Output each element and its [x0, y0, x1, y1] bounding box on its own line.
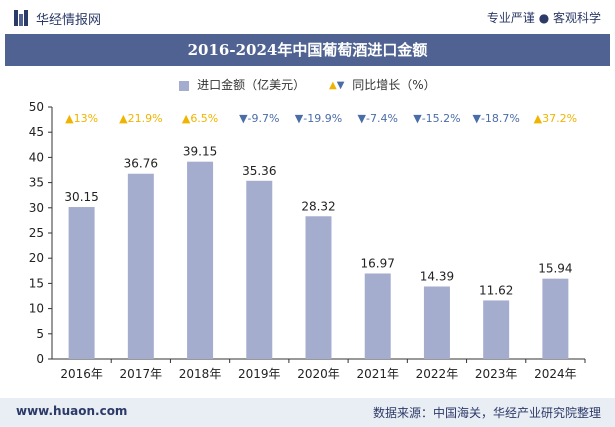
legend-bar-swatch [179, 80, 190, 91]
footer-url: www.huaon.com [16, 404, 128, 418]
bar [127, 173, 154, 359]
growth-value: -18.7% [481, 112, 520, 125]
growth-value: -9.7% [248, 112, 280, 125]
y-tick-label: 30 [29, 201, 44, 215]
y-tick-label: 40 [29, 150, 44, 164]
growth-value: 6.5% [190, 112, 218, 125]
footer-source: 数据来源：中国海关，华经产业研究院整理 [372, 406, 601, 420]
chart-legend: 进口金额（亿美元） ▲▼ 同比增长（%） [0, 76, 615, 94]
y-tick-label: 0 [36, 352, 44, 366]
y-tick-label: 50 [29, 100, 44, 114]
triangle-down-icon: ▼ [472, 112, 481, 125]
growth-down-label: ▼-19.9% [295, 112, 342, 125]
growth-value: -15.2% [422, 112, 461, 125]
bar-value-label: 28.32 [301, 199, 335, 213]
x-tick-label: 2024年 [534, 367, 577, 381]
bar [246, 180, 273, 359]
y-tick-label: 45 [29, 125, 44, 139]
bar-value-label: 36.76 [124, 157, 158, 171]
triangle-up-icon: ▲ [534, 112, 543, 125]
legend-label-amount: 进口金额（亿美元） [197, 78, 306, 92]
y-tick-label: 25 [29, 226, 44, 240]
growth-down-label: ▼-9.7% [239, 112, 279, 125]
triangle-down-icon: ▼ [358, 112, 367, 125]
x-tick-label: 2016年 [60, 367, 103, 381]
growth-down-label: ▼-18.7% [472, 112, 519, 125]
logo-text: 华经情报网 [36, 13, 102, 28]
growth-up-label: ▲6.5% [182, 112, 218, 125]
bar [542, 278, 569, 359]
y-tick-label: 10 [29, 302, 44, 316]
growth-up-label: ▲13% [65, 112, 98, 125]
growth-up-label: ▲37.2% [534, 112, 577, 125]
x-tick-label: 2023年 [475, 367, 518, 381]
bar [423, 286, 450, 359]
bar-value-label: 15.94 [538, 262, 572, 276]
bar-value-label: 14.39 [420, 269, 454, 283]
x-tick-label: 2018年 [179, 367, 222, 381]
top-header-bar: 华经情报网 专业严谨 ● 客观科学 [0, 0, 615, 34]
triangle-down-icon: ▼ [295, 112, 304, 125]
triangle-up-icon: ▲ [119, 112, 128, 125]
legend-label-growth: 同比增长（%） [352, 78, 436, 92]
x-tick-label: 2021年 [356, 367, 399, 381]
triangle-up-icon: ▲ [182, 112, 191, 125]
legend-item-growth: ▲▼ 同比增长（%） [329, 76, 436, 93]
bar [483, 300, 510, 359]
bar-value-label: 39.15 [183, 145, 217, 159]
bar [305, 216, 332, 359]
chart-title-band: 2016-2024年中国葡萄酒进口金额 [5, 34, 610, 66]
x-tick-label: 2017年 [120, 367, 163, 381]
x-tick-label: 2020年 [297, 367, 340, 381]
bar-value-label: 35.36 [242, 164, 276, 178]
x-tick-label: 2019年 [238, 367, 281, 381]
growth-value: -19.9% [303, 112, 342, 125]
y-tick-label: 20 [29, 251, 44, 265]
growth-value: -7.4% [366, 112, 398, 125]
triangle-down-icon: ▼ [413, 112, 422, 125]
legend-item-amount: 进口金额（亿美元） [179, 76, 305, 93]
bar [187, 161, 214, 359]
triangle-down-icon: ▼ [239, 112, 248, 125]
bar-chart: 051015202530354045502016年30.15▲13%2017年3… [29, 100, 586, 381]
triangle-up-icon: ▲ [329, 80, 337, 91]
growth-up-label: ▲21.9% [119, 112, 162, 125]
triangle-down-icon: ▼ [336, 80, 345, 91]
triangle-up-icon: ▲ [65, 112, 74, 125]
footer-bar: www.huaon.com 数据来源：中国海关，华经产业研究院整理 [0, 398, 615, 427]
bar [364, 273, 391, 359]
bar-value-label: 11.62 [479, 283, 513, 297]
header-slogan: 专业严谨 ● 客观科学 [486, 11, 601, 25]
chart-title: 2016-2024年中国葡萄酒进口金额 [187, 41, 428, 59]
bar [68, 207, 95, 359]
growth-value: 21.9% [128, 112, 163, 125]
x-tick-label: 2022年 [416, 367, 459, 381]
growth-down-label: ▼-15.2% [413, 112, 460, 125]
bar-value-label: 30.15 [64, 190, 98, 204]
growth-value: 13% [74, 112, 98, 125]
growth-value: 37.2% [542, 112, 577, 125]
y-tick-label: 5 [36, 327, 44, 341]
bar-value-label: 16.97 [361, 256, 395, 270]
y-tick-label: 35 [29, 176, 44, 190]
logo-icon [14, 10, 28, 26]
y-tick-label: 15 [29, 276, 44, 290]
growth-down-label: ▼-7.4% [358, 112, 398, 125]
